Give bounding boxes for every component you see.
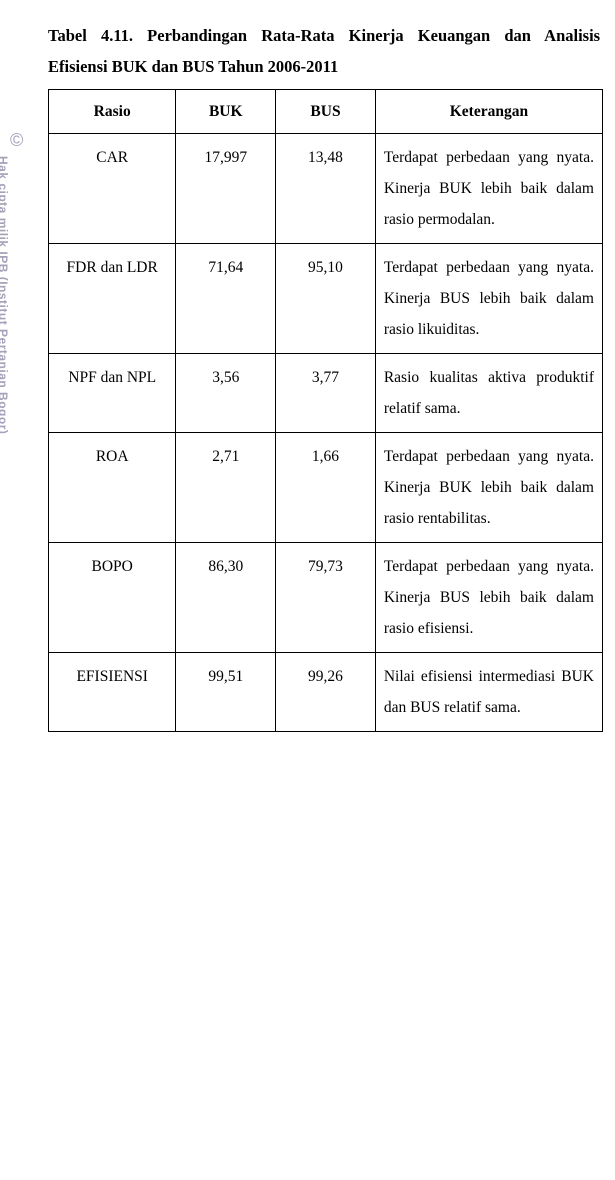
table-row: BOPO 86,30 79,73 Terdapat perbedaan yang… <box>49 542 603 652</box>
cell-bus: 99,26 <box>276 652 376 731</box>
watermark-copyright: © Hak cipta milik IPB (Institut Pertania… <box>8 130 30 550</box>
cell-rasio: FDR dan LDR <box>49 243 176 353</box>
th-buk: BUK <box>176 89 276 133</box>
table-row: ROA 2,71 1,66 Terdapat perbedaan yang ny… <box>49 432 603 542</box>
page-content: Tabel 4.11. Perbandingan Rata-Rata Kiner… <box>0 0 615 732</box>
cell-ket: Terdapat perbedaan yang nyata. Kinerja B… <box>375 542 602 652</box>
title-line-2: Efisiensi BUK dan BUS Tahun 2006-2011 <box>48 57 338 76</box>
table-row: NPF dan NPL 3,56 3,77 Rasio kualitas akt… <box>49 353 603 432</box>
copyright-text: Hak cipta milik IPB (Institut Pertanian … <box>0 156 10 556</box>
cell-bus: 79,73 <box>276 542 376 652</box>
cell-bus: 1,66 <box>276 432 376 542</box>
cell-buk: 71,64 <box>176 243 276 353</box>
cell-ket: Terdapat perbedaan yang nyata. Kinerja B… <box>375 432 602 542</box>
cell-buk: 17,997 <box>176 133 276 243</box>
cell-rasio: NPF dan NPL <box>49 353 176 432</box>
cell-buk: 3,56 <box>176 353 276 432</box>
table-row: FDR dan LDR 71,64 95,10 Terdapat perbeda… <box>49 243 603 353</box>
cell-bus: 13,48 <box>276 133 376 243</box>
copyright-icon: © <box>10 130 28 148</box>
cell-bus: 3,77 <box>276 353 376 432</box>
th-bus: BUS <box>276 89 376 133</box>
cell-rasio: BOPO <box>49 542 176 652</box>
cell-rasio: ROA <box>49 432 176 542</box>
cell-buk: 2,71 <box>176 432 276 542</box>
th-keterangan: Keterangan <box>375 89 602 133</box>
cell-ket: Terdapat perbedaan yang nyata. Kinerja B… <box>375 243 602 353</box>
cell-rasio: CAR <box>49 133 176 243</box>
comparison-table: Rasio BUK BUS Keterangan CAR 17,997 13,4… <box>48 89 603 732</box>
table-row: EFISIENSI 99,51 99,26 Nilai efisiensi in… <box>49 652 603 731</box>
cell-buk: 99,51 <box>176 652 276 731</box>
cell-buk: 86,30 <box>176 542 276 652</box>
table-header-row: Rasio BUK BUS Keterangan <box>49 89 603 133</box>
cell-ket: Terdapat perbedaan yang nyata. Kinerja B… <box>375 133 602 243</box>
table-title: Tabel 4.11. Perbandingan Rata-Rata Kiner… <box>48 20 603 83</box>
cell-rasio: EFISIENSI <box>49 652 176 731</box>
cell-ket: Rasio kualitas aktiva produktif relatif … <box>375 353 602 432</box>
cell-bus: 95,10 <box>276 243 376 353</box>
th-rasio: Rasio <box>49 89 176 133</box>
title-line-1: Tabel 4.11. Perbandingan Rata-Rata Kiner… <box>48 26 600 45</box>
table-row: CAR 17,997 13,48 Terdapat perbedaan yang… <box>49 133 603 243</box>
cell-ket: Nilai efisiensi intermediasi BUK dan BUS… <box>375 652 602 731</box>
